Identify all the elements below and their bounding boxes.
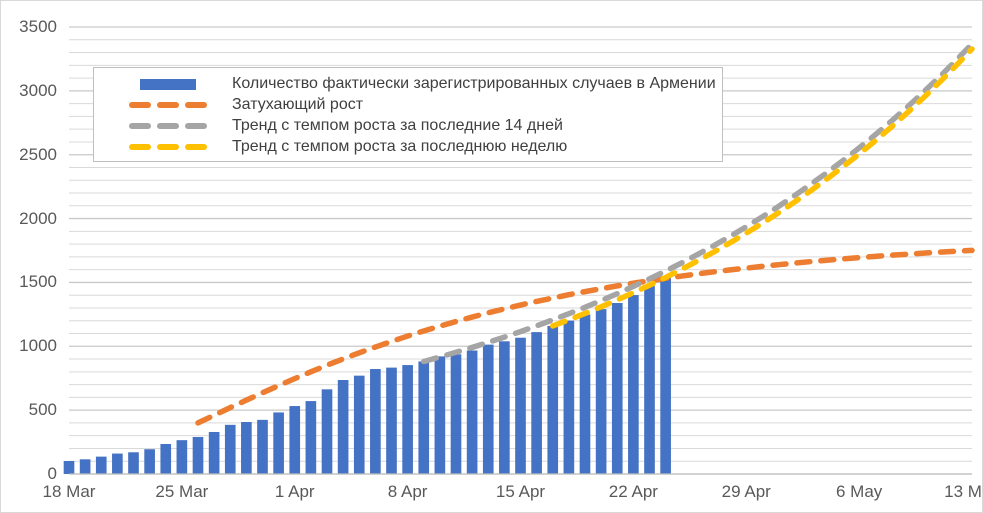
- bar: [499, 341, 510, 474]
- y-tick-label: 1000: [19, 336, 57, 356]
- bar-series: [63, 276, 671, 474]
- y-tick-label: 3500: [19, 17, 57, 36]
- legend-item-label: Количество фактически зарегистрированных…: [232, 75, 716, 92]
- bar: [595, 309, 607, 474]
- bar: [337, 380, 349, 474]
- y-tick-label: 500: [28, 400, 57, 420]
- bar: [628, 295, 639, 474]
- trend-line: [195, 247, 975, 426]
- bar: [353, 375, 365, 474]
- dash-segment-icon: [185, 144, 207, 150]
- dash-segment-icon: [185, 123, 207, 129]
- bar: [482, 344, 494, 474]
- bar: [531, 332, 542, 474]
- x-tick-label: 1 Apr: [274, 482, 315, 501]
- bar: [644, 285, 655, 474]
- bar: [160, 443, 172, 474]
- x-tick-label: 8 Apr: [387, 482, 428, 501]
- trend-line: [550, 46, 975, 329]
- bar: [434, 356, 446, 474]
- bar: [547, 325, 559, 474]
- bar: [289, 406, 301, 474]
- bar: [112, 453, 123, 474]
- x-tick-label: 25 Mar: [155, 482, 209, 501]
- y-tick-label: 1500: [19, 272, 57, 292]
- chart-legend: Количество фактически зарегистрированных…: [93, 67, 723, 162]
- legend-item[interactable]: Затухающий рост: [104, 95, 712, 115]
- dash-segment-icon: [157, 144, 179, 150]
- bar: [418, 361, 430, 474]
- x-tick-label: 29 Apr: [721, 482, 771, 501]
- x-tick-label: 13 May: [944, 482, 982, 501]
- y-tick-label: 3000: [19, 80, 57, 100]
- dashed-line-icon: [129, 123, 207, 129]
- bar-swatch-icon: [140, 78, 196, 90]
- bar: [579, 314, 591, 474]
- bar: [611, 302, 623, 474]
- legend-bar-swatch-icon: [104, 77, 232, 91]
- bar: [63, 460, 75, 474]
- bar: [370, 369, 381, 474]
- legend-dashed-line-icon: [104, 98, 232, 112]
- bar: [450, 354, 462, 474]
- dash-segment-icon: [157, 123, 179, 129]
- bar: [273, 412, 284, 474]
- bar: [386, 367, 397, 474]
- bar: [660, 276, 671, 474]
- x-tick-label: 6 May: [835, 482, 883, 501]
- legend-item[interactable]: Тренд с темпом роста за последнюю неделю: [104, 137, 712, 157]
- y-tick-label: 2500: [19, 144, 57, 164]
- dash-segment-icon: [185, 102, 207, 108]
- bar: [128, 452, 139, 474]
- bar: [466, 350, 478, 474]
- y-tick-label: 0: [47, 464, 57, 483]
- x-tick-label: 15 Apr: [495, 482, 546, 501]
- legend-item-label: Тренд с темпом роста за последнюю неделю: [232, 138, 568, 155]
- bar: [144, 449, 155, 474]
- x-axis-labels: 18 Mar 25 Mar 1 Apr 8 Apr 15 Apr 22 Apr 29 Apr…: [1, 480, 982, 508]
- bar: [563, 320, 575, 474]
- bar: [192, 436, 204, 474]
- dash-segment-icon: [129, 102, 151, 108]
- line-series: [195, 41, 975, 426]
- bar: [224, 424, 236, 474]
- legend-item-label: Затухающий рост: [232, 96, 364, 113]
- dash-segment-icon: [129, 123, 151, 129]
- dash-segment-icon: [129, 144, 151, 150]
- bar: [95, 456, 107, 474]
- dashed-line-icon: [129, 144, 207, 150]
- bar: [176, 440, 188, 474]
- bar: [241, 422, 252, 474]
- bar: [208, 431, 220, 474]
- bar: [515, 337, 526, 474]
- y-axis-labels: 0 500 1000 1500 2000 2500 3000 3500: [1, 1, 63, 512]
- legend-item-label: Тренд с темпом роста за последние 14 дне…: [232, 117, 563, 134]
- legend-item[interactable]: Количество фактически зарегистрированных…: [104, 74, 716, 94]
- bar: [257, 419, 268, 474]
- legend-item[interactable]: Тренд с темпом роста за последние 14 дне…: [104, 116, 712, 136]
- dashed-line-icon: [129, 102, 207, 108]
- legend-dashed-line-icon: [104, 119, 232, 133]
- bar: [79, 459, 91, 474]
- x-tick-label: 18 Mar: [42, 482, 96, 501]
- bar: [305, 401, 317, 474]
- trend-line: [421, 41, 975, 365]
- y-tick-label: 2000: [19, 208, 57, 228]
- x-tick-label: 22 Apr: [608, 482, 658, 501]
- legend-dashed-line-icon: [104, 140, 232, 154]
- bar: [321, 389, 333, 474]
- dash-segment-icon: [157, 102, 179, 108]
- bar: [402, 365, 413, 474]
